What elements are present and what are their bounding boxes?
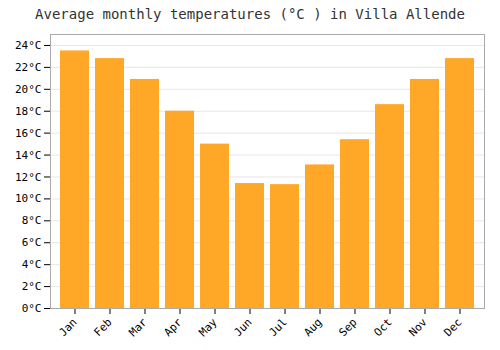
svg-text:Jan: Jan (56, 316, 79, 339)
svg-text:Feb: Feb (91, 316, 114, 339)
svg-text:Apr: Apr (161, 315, 185, 339)
svg-text:Dec: Dec (441, 316, 464, 339)
svg-text:14°C: 14°C (15, 149, 42, 162)
svg-text:10°C: 10°C (15, 192, 42, 205)
svg-text:4°C: 4°C (22, 258, 42, 271)
svg-text:Aug: Aug (301, 316, 324, 339)
svg-text:0°C: 0°C (22, 302, 42, 315)
svg-text:Jun: Jun (231, 316, 254, 339)
svg-text:8°C: 8°C (22, 214, 42, 227)
svg-text:16°C: 16°C (15, 127, 42, 140)
svg-text:20°C: 20°C (15, 83, 42, 96)
svg-text:6°C: 6°C (22, 236, 42, 249)
svg-text:12°C: 12°C (15, 171, 42, 184)
svg-text:24°C: 24°C (15, 39, 42, 52)
svg-text:May: May (196, 315, 220, 339)
svg-text:Nov: Nov (406, 315, 430, 339)
svg-text:2°C: 2°C (22, 280, 42, 293)
svg-text:Sep: Sep (336, 316, 359, 339)
svg-text:Mar: Mar (126, 315, 150, 339)
svg-text:Jul: Jul (266, 316, 289, 339)
html-text:Average monthly temperatures (: Average monthly temperatures (°C ) in Vi… (35, 6, 465, 22)
svg-text:22°C: 22°C (15, 61, 42, 74)
svg-text:18°C: 18°C (15, 105, 42, 118)
svg-text:Oct: Oct (371, 316, 394, 339)
